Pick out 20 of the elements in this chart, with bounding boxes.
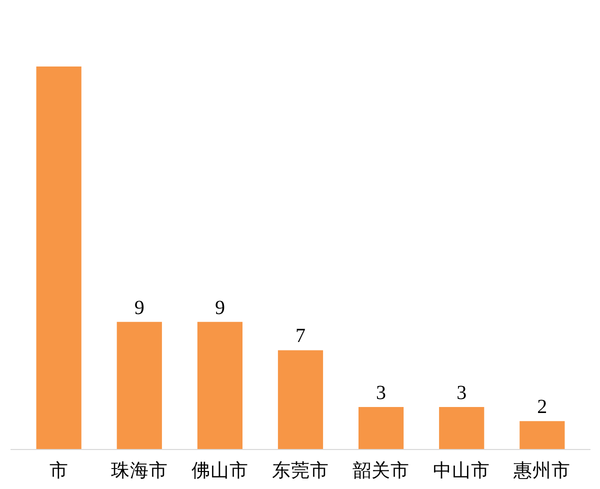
x-tick-label: 惠州市 bbox=[512, 460, 571, 482]
x-tick-label: 市 bbox=[49, 460, 68, 482]
x-tick-label: 佛山市 bbox=[191, 460, 248, 482]
data-label: 2 bbox=[537, 396, 548, 418]
bar bbox=[197, 322, 242, 450]
x-tick-label: 东莞市 bbox=[272, 460, 329, 482]
x-tick-label: 珠海市 bbox=[110, 460, 168, 482]
bar bbox=[520, 421, 565, 450]
bar bbox=[278, 350, 324, 450]
x-tick-label: 中山市 bbox=[433, 460, 490, 482]
data-label: 3 bbox=[376, 382, 386, 404]
bar bbox=[36, 66, 82, 450]
bar bbox=[358, 406, 404, 450]
data-label: 9 bbox=[134, 296, 144, 319]
data-label: 3 bbox=[456, 382, 467, 404]
bar bbox=[116, 322, 162, 450]
data-label: 9 bbox=[214, 296, 225, 319]
x-tick-label: 韶关市 bbox=[352, 460, 410, 482]
bar bbox=[439, 406, 484, 450]
data-label: 7 bbox=[296, 325, 306, 348]
